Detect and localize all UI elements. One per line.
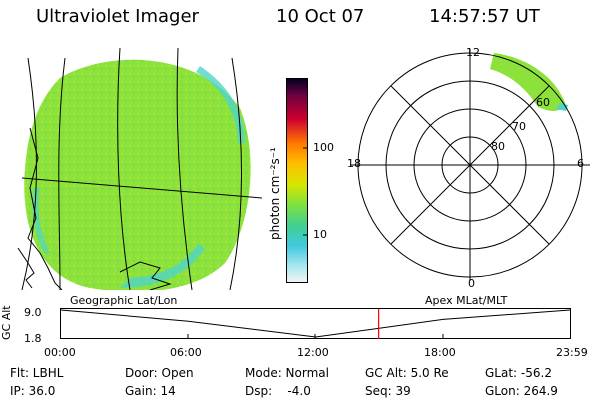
mlt-label-18: 18 bbox=[347, 157, 361, 170]
colorbar bbox=[286, 78, 308, 283]
ytick-1-8: 1.8 bbox=[24, 332, 42, 345]
instrument-title: Ultraviolet Imager bbox=[36, 6, 199, 27]
gain-status: Gain: 14 bbox=[125, 384, 176, 398]
aurora-disk bbox=[24, 59, 251, 290]
mlat-label-80: 80 bbox=[491, 140, 505, 153]
time-label: 14:57:57 UT bbox=[429, 6, 540, 27]
polar-aurora-region bbox=[490, 53, 566, 111]
door-status: Door: Open bbox=[125, 366, 194, 380]
apex-title: Apex MLat/MLT bbox=[425, 294, 508, 307]
timeline-plot bbox=[60, 308, 571, 339]
gc-alt-label: GC Alt bbox=[0, 305, 13, 340]
xtick-1200: 12:00 bbox=[297, 346, 329, 359]
mode-status: Mode: Normal bbox=[245, 366, 329, 380]
glon-status: GLon: 264.9 bbox=[485, 384, 558, 398]
mlt-label-12: 12 bbox=[466, 46, 480, 59]
ytick-9: 9.0 bbox=[24, 306, 42, 319]
date-label: 10 Oct 07 bbox=[276, 6, 365, 27]
colorbar-tick-100: 100 bbox=[313, 141, 334, 154]
mlat-label-60: 60 bbox=[536, 96, 550, 109]
colorbar-tick-10: 10 bbox=[313, 228, 327, 241]
xtick-1800: 18:00 bbox=[424, 346, 456, 359]
mlt-label-6: 6 bbox=[577, 157, 584, 170]
xtick-0000: 00:00 bbox=[44, 346, 76, 359]
xtick-2359: 23:59 bbox=[556, 346, 588, 359]
polar-plot bbox=[350, 49, 590, 281]
geographic-image bbox=[17, 48, 262, 290]
geographic-title: Geographic Lat/Lon bbox=[70, 294, 178, 307]
mlat-label-70: 70 bbox=[512, 120, 526, 133]
seq-status: Seq: 39 bbox=[365, 384, 411, 398]
xtick-0600: 06:00 bbox=[170, 346, 202, 359]
gc-alt-status: GC Alt: 5.0 Re bbox=[365, 366, 449, 380]
filter-status: Flt: LBHL bbox=[10, 366, 64, 380]
mlt-label-0: 0 bbox=[468, 277, 475, 290]
ip-status: IP: 36.0 bbox=[10, 384, 56, 398]
glat-status: GLat: -56.2 bbox=[485, 366, 552, 380]
gc-alt-series-line bbox=[60, 309, 571, 338]
dsp-status: Dsp: -4.0 bbox=[245, 384, 311, 398]
colorbar-unit-label: photon cm⁻²s⁻¹ bbox=[268, 147, 282, 240]
